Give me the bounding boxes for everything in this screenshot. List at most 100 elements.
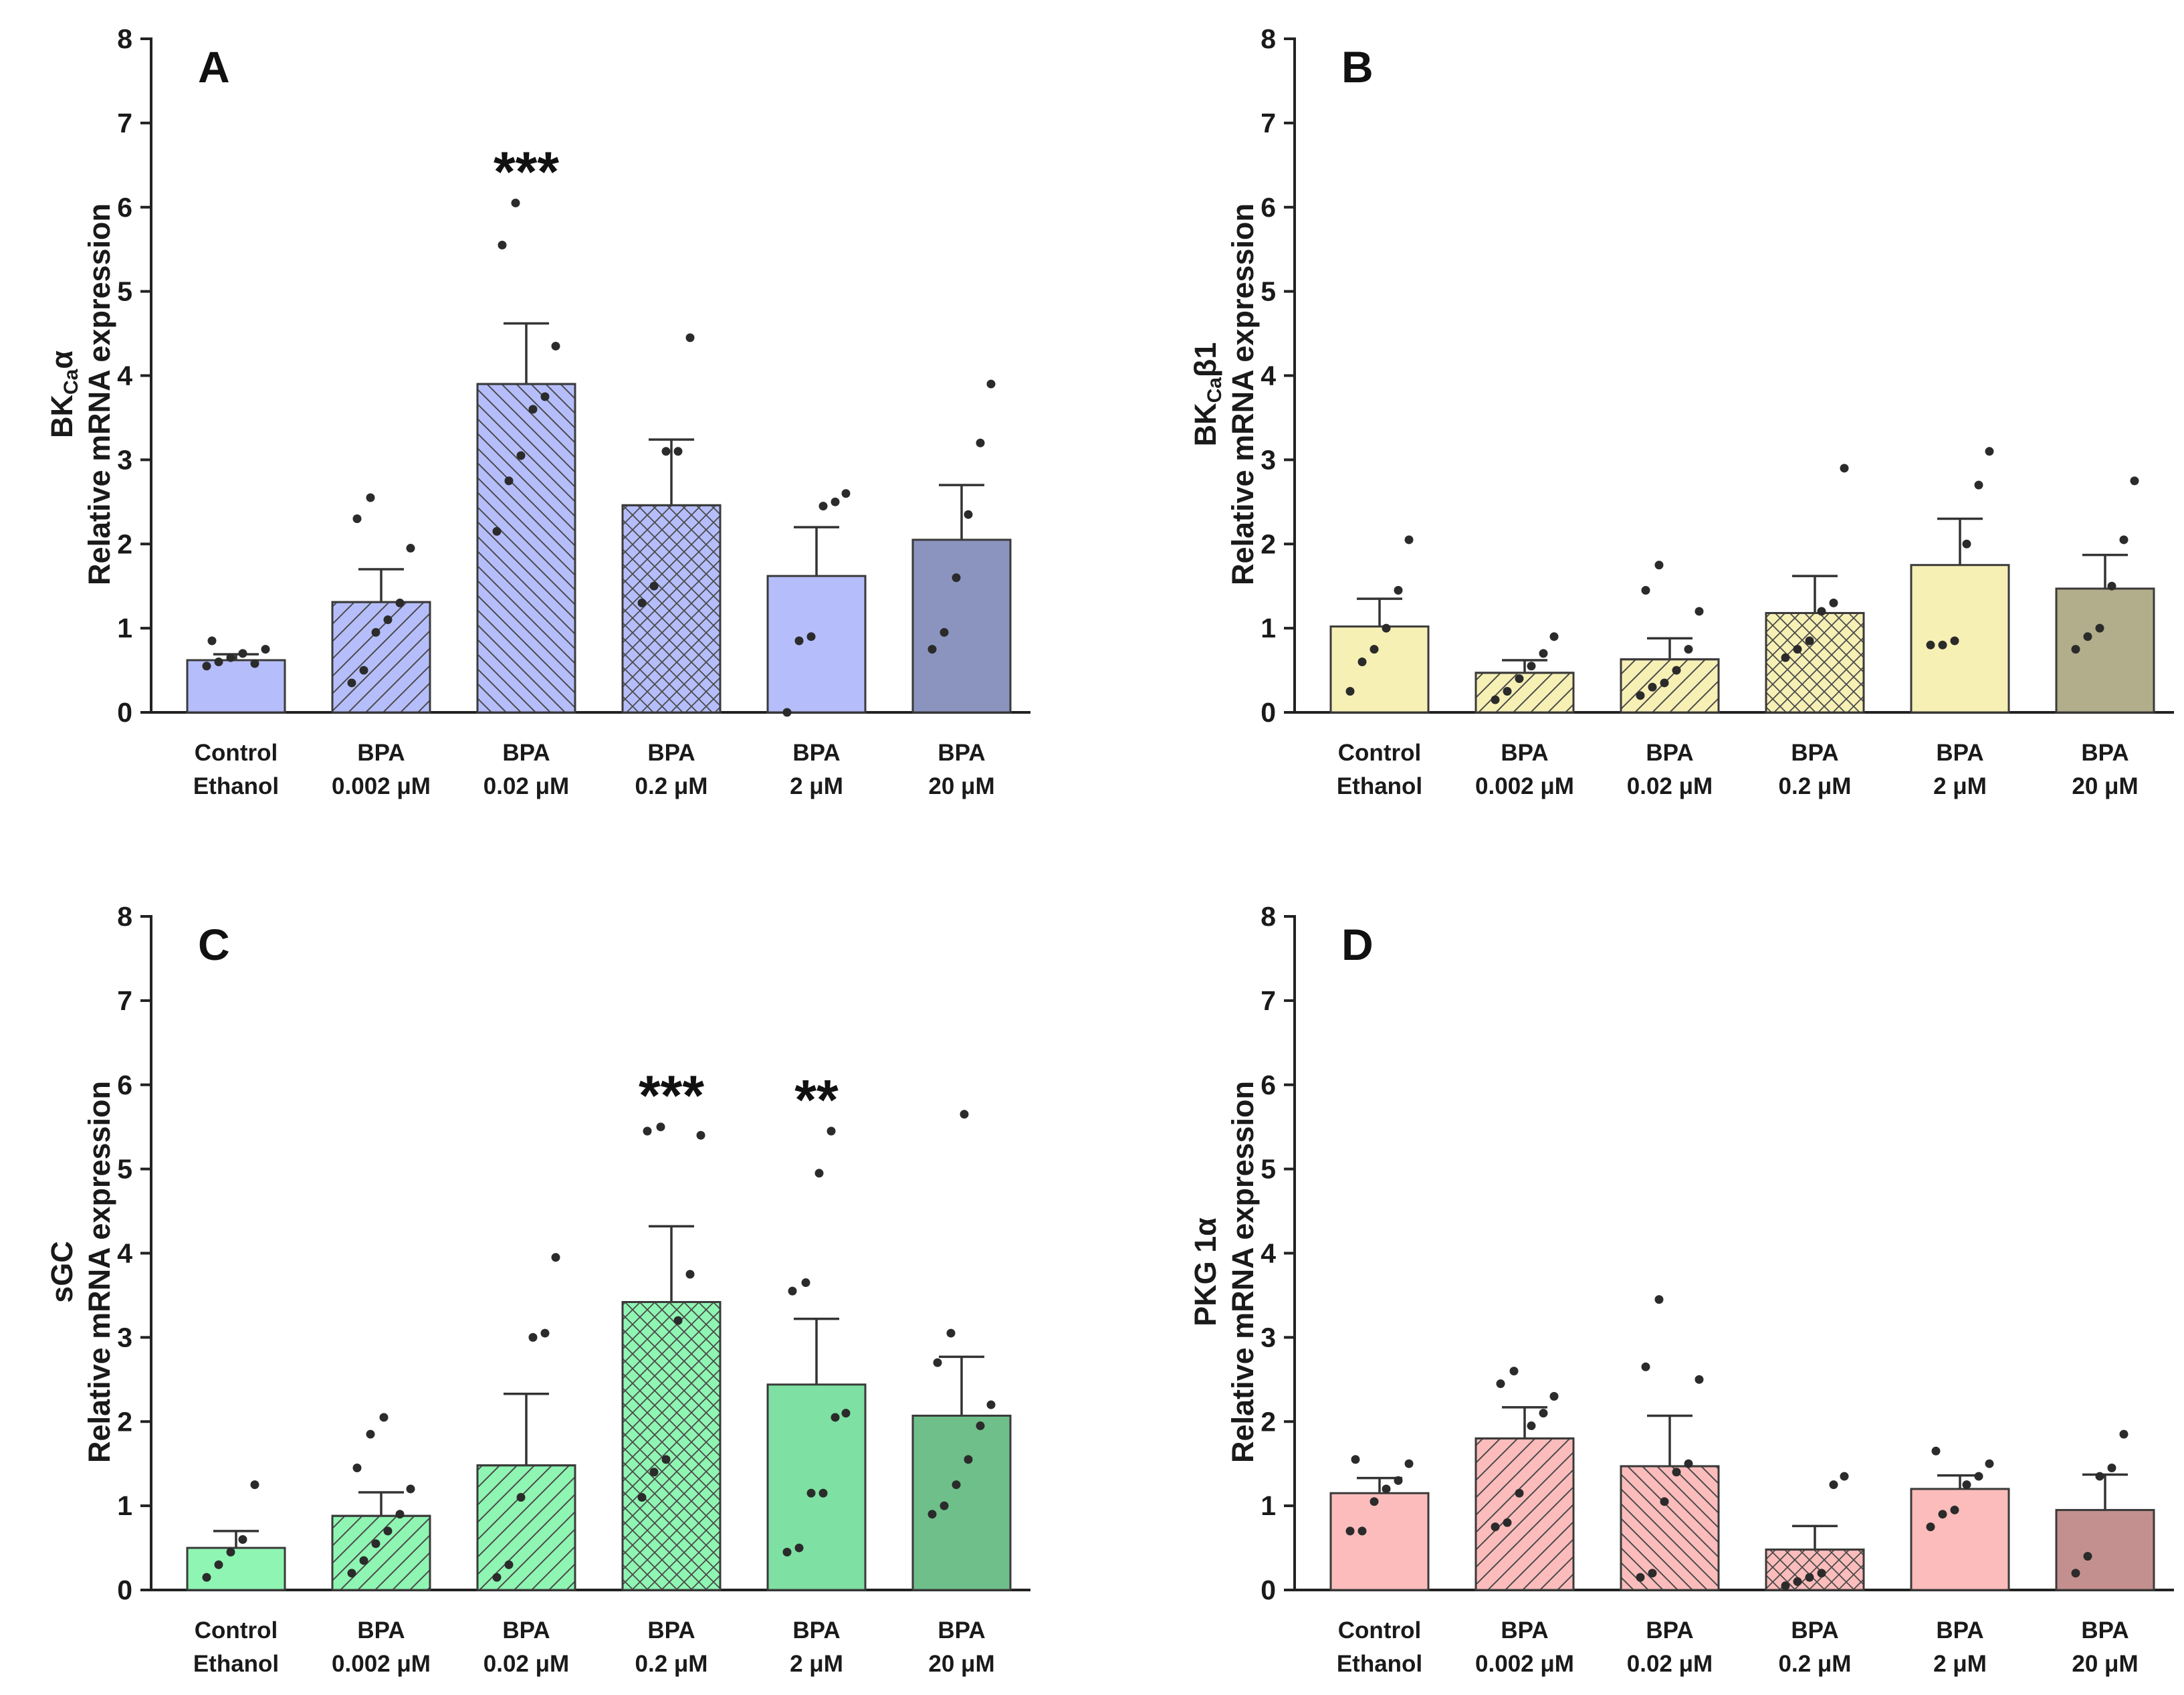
data-point: [226, 653, 235, 662]
x-tick-label: Ethanol: [1337, 1651, 1422, 1677]
x-tick-label: 20 μM: [2072, 773, 2138, 799]
panel-d: 0 1 2 3 4 5 6 7 8 PKG 1α Relative mRNA expression D…: [1188, 901, 2174, 1677]
data-point: [976, 438, 985, 447]
gene-subscript: Ca: [60, 369, 82, 395]
data-point: [964, 510, 973, 519]
x-tick-label: Control: [1338, 740, 1421, 766]
data-point: [927, 1510, 937, 1519]
data-point: [788, 1286, 797, 1296]
panel-a: 0 1 2 3 4 5 6 7 8 BKCaα Relative mRNA expression A C…: [45, 23, 1030, 799]
x-tick-label: BPA: [647, 1617, 695, 1643]
data-point: [1672, 1468, 1681, 1477]
bar: [186, 1547, 286, 1591]
data-point: [696, 1130, 705, 1140]
y-tick-label: 5: [117, 1154, 132, 1185]
data-point: [1950, 636, 1959, 645]
data-point: [1962, 1480, 1971, 1490]
x-tick-label: BPA: [357, 740, 405, 766]
data-point: [831, 497, 840, 506]
y-tick-label: 6: [1261, 192, 1276, 223]
x-tick-label: Ethanol: [193, 1651, 279, 1677]
bar: [1329, 1492, 1430, 1591]
data-point: [528, 1332, 538, 1342]
data-point: [1636, 1573, 1645, 1582]
data-point: [1382, 623, 1391, 633]
x-tick-label: Ethanol: [193, 773, 279, 799]
data-point: [946, 1328, 956, 1338]
data-point: [540, 392, 550, 401]
data-point: [551, 1253, 560, 1262]
data-point: [782, 1547, 792, 1557]
gene-suffix: β1: [1188, 342, 1222, 378]
data-point: [933, 1358, 942, 1367]
x-tick-label: BPA: [792, 740, 840, 766]
bar-hatch: [1620, 658, 1720, 714]
data-point: [352, 1463, 362, 1472]
data-point: [214, 1560, 223, 1569]
data-point: [1357, 1526, 1367, 1536]
x-tick-label: BPA: [1501, 740, 1548, 766]
data-point: [2095, 623, 2104, 633]
data-point: [379, 1413, 389, 1422]
data-point: [383, 1526, 393, 1536]
data-point: [643, 1126, 652, 1136]
data-point: [831, 1413, 840, 1422]
data-point: [1345, 687, 1355, 696]
data-point: [841, 489, 851, 498]
data-point: [1509, 1367, 1519, 1376]
x-tick-label: 0.2 μM: [1779, 773, 1852, 799]
x-tick-label: 20 μM: [2072, 1651, 2138, 1677]
data-point: [1394, 1476, 1403, 1485]
x-tick-label: BPA: [792, 1617, 840, 1643]
data-point: [841, 1409, 851, 1418]
data-point: [806, 1488, 816, 1498]
data-point: [2083, 632, 2092, 641]
data-point: [952, 1480, 961, 1490]
x-tick-label: BPA: [1936, 740, 1983, 766]
y-tick-label: 6: [1261, 1070, 1276, 1100]
data-point: [504, 1560, 514, 1569]
data-point: [685, 1270, 695, 1279]
bar: [1329, 625, 1430, 714]
y-label: Relative mRNA expression: [1226, 203, 1260, 585]
y-tick-label: 6: [117, 1070, 132, 1100]
data-point: [1672, 666, 1681, 675]
bar: [186, 659, 286, 714]
data-point: [1829, 598, 1838, 607]
data-point: [2119, 1429, 2128, 1439]
y-tick-label: 2: [1261, 1406, 1276, 1437]
bar: [766, 1383, 867, 1591]
data-point: [1817, 1569, 1826, 1578]
data-point: [1641, 585, 1650, 595]
data-point: [238, 1534, 247, 1544]
x-tick-label: BPA: [938, 740, 985, 766]
data-point: [359, 666, 368, 675]
data-point: [2107, 1463, 2116, 1472]
bar: [1910, 1488, 2010, 1591]
data-point: [1404, 1459, 1414, 1468]
x-tick-label: BPA: [502, 740, 550, 766]
data-point: [2107, 581, 2116, 591]
data-point: [238, 649, 247, 658]
data-point: [1926, 640, 1935, 650]
x-tick-label: BPA: [357, 1617, 405, 1643]
data-point: [1539, 649, 1548, 658]
data-point: [261, 645, 270, 654]
data-point: [347, 1569, 356, 1578]
data-point: [226, 1547, 235, 1557]
x-tick-label: 2 μM: [1933, 773, 1987, 799]
data-point: [1654, 1295, 1664, 1304]
data-point: [202, 1573, 211, 1582]
data-point: [1394, 585, 1403, 595]
gene-subscript: Ca: [1204, 377, 1226, 403]
data-point: [1938, 640, 1947, 650]
data-point: [1840, 464, 1849, 473]
x-tick-label: BPA: [1791, 740, 1838, 766]
x-tick-label: 2 μM: [790, 773, 843, 799]
data-point: [406, 544, 415, 553]
data-point: [661, 1455, 671, 1464]
data-point: [2083, 1552, 2092, 1561]
y-tick-label: 3: [117, 444, 132, 475]
x-tick-label: 0.02 μM: [1627, 773, 1713, 799]
y-tick-label: 6: [117, 192, 132, 223]
